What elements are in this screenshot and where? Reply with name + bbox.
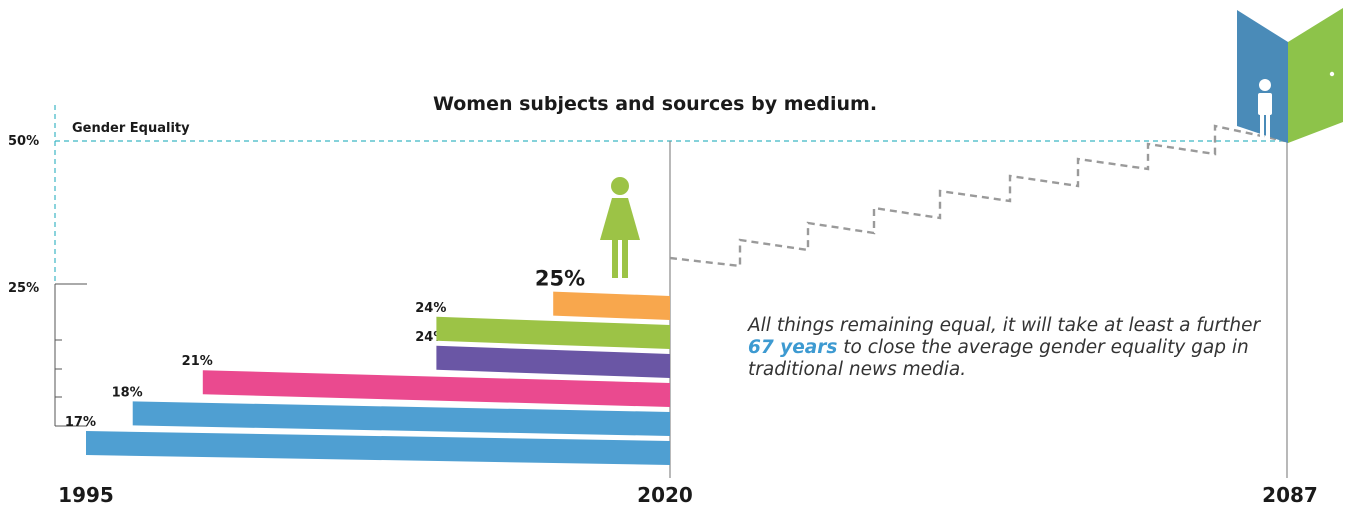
y-tick-25: 25% bbox=[8, 281, 39, 296]
x-label-2020: 2020 bbox=[637, 483, 693, 507]
bar-4 bbox=[436, 345, 670, 378]
x-label-2087: 2087 bbox=[1262, 483, 1318, 507]
bar-1 bbox=[86, 431, 670, 465]
projection-note: All things remaining equal, it will take… bbox=[748, 315, 1268, 381]
bar-5 bbox=[436, 316, 670, 349]
bar-3 bbox=[202, 370, 671, 407]
bar-2 bbox=[132, 401, 671, 436]
door-icon bbox=[1237, 8, 1343, 143]
equality-label: Gender Equality bbox=[72, 121, 190, 136]
bar-label-6: 25% bbox=[535, 267, 585, 291]
bar-label-2: 18% bbox=[112, 385, 143, 400]
note-highlight: 67 years bbox=[748, 337, 838, 358]
projection-staircase bbox=[669, 124, 1286, 268]
x-label-1995: 1995 bbox=[58, 483, 114, 507]
chart-title: Women subjects and sources by medium. bbox=[433, 93, 877, 115]
y-tick-50: 50% bbox=[8, 134, 39, 149]
bar-6 bbox=[553, 291, 670, 320]
note-text-start: All things remaining equal, it will take… bbox=[748, 315, 1261, 336]
bar-label-3: 21% bbox=[182, 354, 213, 369]
person-icon bbox=[1258, 79, 1272, 140]
bar-label-5: 24% bbox=[415, 301, 446, 316]
note-text-end: to close the average gender equality gap… bbox=[748, 337, 1249, 380]
woman-icon bbox=[600, 177, 640, 278]
bar-label-1: 17% bbox=[65, 415, 96, 430]
bars-group: 17%18%21%24%24%25% bbox=[65, 267, 671, 465]
y-axis-bracket bbox=[54, 283, 87, 427]
